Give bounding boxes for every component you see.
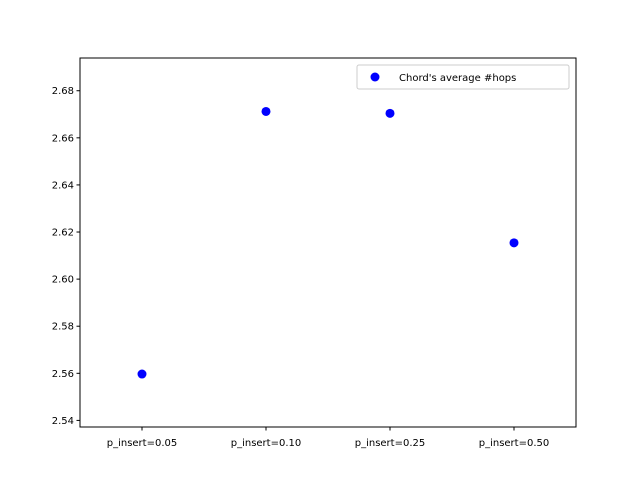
y-tick-label: 2.68 xyxy=(52,86,74,97)
data-point xyxy=(509,238,519,248)
y-tick-label: 2.60 xyxy=(52,275,74,286)
data-point xyxy=(385,108,395,118)
y-tick-label: 2.54 xyxy=(52,416,74,427)
y-tick-label: 2.62 xyxy=(52,228,74,239)
data-point xyxy=(261,106,271,116)
x-tick-label: p_insert=0.10 xyxy=(231,438,302,449)
y-tick-label: 2.58 xyxy=(52,322,74,333)
data-point xyxy=(137,369,147,379)
axes: 2.54 2.56 2.58 2.60 2.62 2.64 2.66 2.68 p_insert… xyxy=(52,57,577,449)
legend-marker xyxy=(370,72,380,82)
legend: Chord's average #hops xyxy=(356,64,570,90)
x-tick-label: p_insert=0.05 xyxy=(107,438,178,449)
x-tick-label: p_insert=0.50 xyxy=(479,438,550,449)
x-tick-label: p_insert=0.25 xyxy=(355,438,426,449)
legend-label: Chord's average #hops xyxy=(399,73,516,84)
legend-box xyxy=(356,64,570,90)
y-tick-label: 2.66 xyxy=(52,133,74,144)
y-tick-label: 2.56 xyxy=(52,369,74,380)
y-tick-label: 2.64 xyxy=(52,180,74,191)
plot-frame xyxy=(79,57,577,428)
